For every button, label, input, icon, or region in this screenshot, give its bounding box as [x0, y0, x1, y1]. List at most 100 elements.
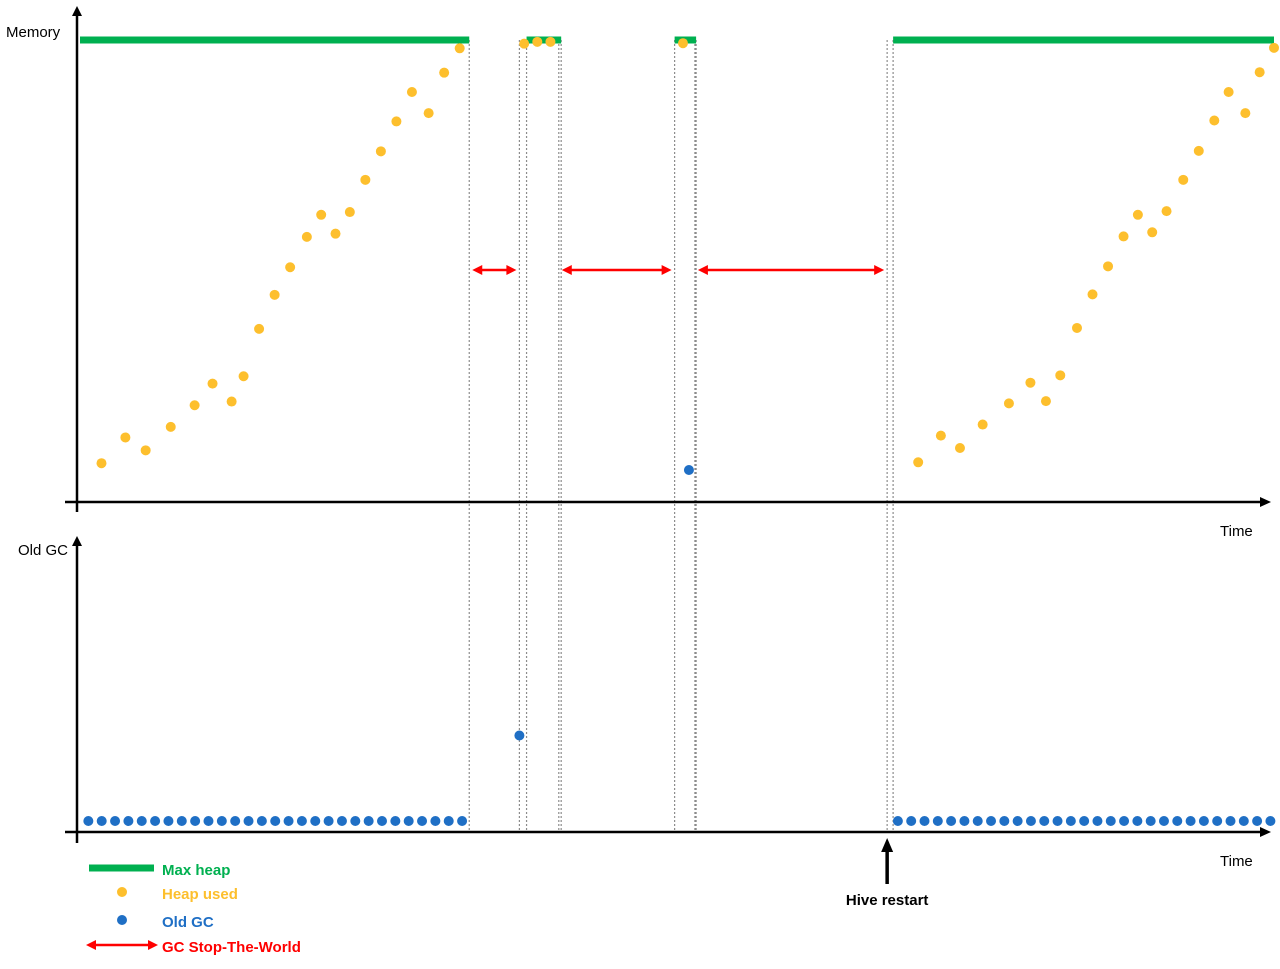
heap-used-point-44 [1224, 87, 1234, 97]
old-gc-point-22 [377, 816, 387, 826]
old-gc-point-29 [893, 816, 903, 826]
heap-used-point-29 [978, 420, 988, 430]
heap-used-point-31 [1025, 378, 1035, 388]
hive-restart-label: Hive restart [846, 892, 929, 909]
heap-used-point-12 [316, 210, 326, 220]
old-gc-point-17 [310, 816, 320, 826]
gc-stw-arrow-left-head [472, 265, 482, 275]
old-gc-point-36 [986, 816, 996, 826]
old-gc-point-1 [97, 816, 107, 826]
old-gc-point-19 [337, 816, 347, 826]
heap-used-point-22 [519, 39, 529, 49]
old-gc-point-8 [190, 816, 200, 826]
old-gc-point-32 [933, 816, 943, 826]
old-gc-point-42 [1066, 816, 1076, 826]
old-gc-point-20 [350, 816, 360, 826]
heap-used-point-20 [439, 68, 449, 78]
old-gc-point-37 [999, 816, 1009, 826]
old-gc-point-45 [1106, 816, 1116, 826]
old-gc-point-11 [230, 816, 240, 826]
old-gc-point-35 [973, 816, 983, 826]
heap-used-point-32 [1041, 396, 1051, 406]
gc-y-axis-arrow [72, 536, 82, 546]
heap-used-point-17 [391, 116, 401, 126]
old-gc-point-12 [244, 816, 254, 826]
old-gc-series [83, 465, 1275, 826]
old-gc-point-41 [1053, 816, 1063, 826]
heap-used-point-25 [678, 38, 688, 48]
old-gc-point-47 [1132, 816, 1142, 826]
memory-panel-axes: Memory Time [6, 6, 1271, 540]
heap-used-point-33 [1055, 370, 1065, 380]
old-gc-point-23 [390, 816, 400, 826]
old-gc-point-27 [444, 816, 454, 826]
old-gc-point-51 [1186, 816, 1196, 826]
old-gc-point-57 [1265, 816, 1275, 826]
memory-x-axis-arrow [1260, 497, 1271, 507]
heap-used-point-18 [407, 87, 417, 97]
old-gc-point-30 [906, 816, 916, 826]
heap-used-point-37 [1119, 231, 1129, 241]
old-gc-point-33 [946, 816, 956, 826]
heap-used-point-38 [1133, 210, 1143, 220]
heap-used-point-6 [227, 397, 237, 407]
heap-used-point-13 [331, 229, 341, 239]
heap-used-point-36 [1103, 261, 1113, 271]
heap-used-point-4 [190, 400, 200, 410]
legend-max-heap-label: Max heap [162, 862, 230, 879]
old-gc-point-10 [217, 816, 227, 826]
old-gc-point-31 [919, 816, 929, 826]
heap-used-point-21 [455, 43, 465, 53]
gc-stw-arrow-right-head [506, 265, 516, 275]
old-gc-point-46 [1119, 816, 1129, 826]
old-gc-point-58 [514, 731, 524, 741]
heap-used-point-3 [166, 422, 176, 432]
heap-used-point-5 [208, 379, 218, 389]
old-gc-point-43 [1079, 816, 1089, 826]
old-gc-point-54 [1226, 816, 1236, 826]
gc-x-axis-arrow [1260, 827, 1271, 837]
old-gc-point-14 [270, 816, 280, 826]
gc-stop-the-world-series [472, 265, 884, 275]
legend-gc-stw-swatch [86, 940, 158, 950]
legend-old-gc-label: Old GC [162, 914, 214, 931]
old-gc-point-52 [1199, 816, 1209, 826]
gc-stw-arrow-left-head [562, 265, 572, 275]
old-gc-point-0 [83, 816, 93, 826]
legend: Max heap Heap used Old GC GC Stop-The-Wo… [86, 862, 301, 956]
old-gc-point-39 [1026, 816, 1036, 826]
heap-used-point-45 [1240, 108, 1250, 118]
old-gc-point-28 [457, 816, 467, 826]
old-gc-point-21 [364, 816, 374, 826]
heap-used-point-14 [345, 207, 355, 217]
old-gc-point-13 [257, 816, 267, 826]
heap-used-point-41 [1178, 175, 1188, 185]
heap-used-point-15 [360, 175, 370, 185]
heap-used-point-2 [141, 445, 151, 455]
old-gc-point-3 [123, 816, 133, 826]
old-gc-point-38 [1013, 816, 1023, 826]
old-gc-point-56 [1252, 816, 1262, 826]
old-gc-point-40 [1039, 816, 1049, 826]
hive-restart-annotation: Hive restart [846, 838, 929, 909]
gc-stw-arrow-0 [472, 265, 516, 275]
gc-x-label: Time [1220, 853, 1253, 870]
old-gc-point-59 [684, 465, 694, 475]
old-gc-point-26 [430, 816, 440, 826]
old-gc-point-53 [1212, 816, 1222, 826]
heap-used-point-28 [955, 443, 965, 453]
old-gc-point-55 [1239, 816, 1249, 826]
legend-gc-stw-label: GC Stop-The-World [162, 939, 301, 956]
gc-stw-arrow-1 [562, 265, 672, 275]
old-gc-point-16 [297, 816, 307, 826]
old-gc-point-24 [404, 816, 414, 826]
heap-used-point-19 [424, 108, 434, 118]
old-gc-point-50 [1172, 816, 1182, 826]
old-gc-point-49 [1159, 816, 1169, 826]
old-gc-point-5 [150, 816, 160, 826]
heap-used-point-8 [254, 324, 264, 334]
heap-used-point-43 [1209, 116, 1219, 126]
heap-used-point-1 [120, 432, 130, 442]
heap-used-point-40 [1162, 206, 1172, 216]
